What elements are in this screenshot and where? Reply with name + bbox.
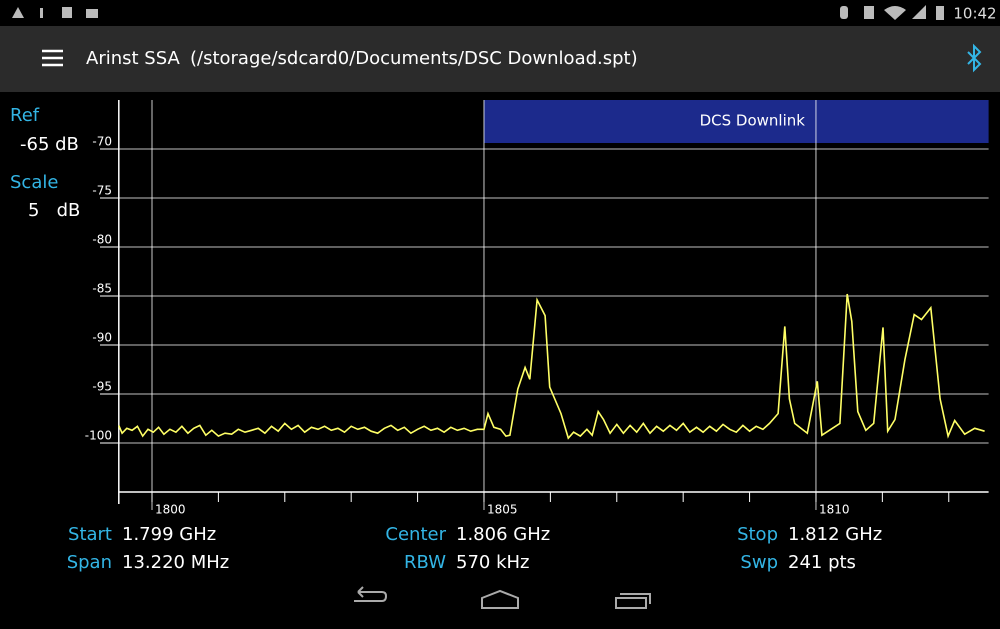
x-tick-label: 1805 [487,503,518,517]
band [483,100,989,143]
footer-label: Swp [740,552,778,573]
footer-value: 241 pts [788,552,856,573]
file-path: (/storage/sdcard0/Documents/DSC Download… [190,48,638,69]
footer-label: Start [68,524,112,545]
y-tick-label: -70 [92,135,112,149]
footer-label: Center [385,524,446,545]
footer-label: Span [67,552,112,573]
app-title: Arinst SSA [86,48,180,69]
nav-bar [354,586,651,609]
home-button[interactable] [481,589,519,609]
y-tick-label: -90 [92,331,112,345]
y-tick-label: -95 [92,380,112,394]
back-button[interactable] [354,586,388,602]
footer-label: Stop [737,524,778,545]
scale-value: 5 dB [28,200,80,221]
footer-value: 13.220 MHz [122,552,229,573]
ref-label: Ref [10,105,40,126]
footer-value: 570 kHz [456,552,530,573]
status-icons [12,5,944,20]
y-tick-label: -100 [85,429,112,443]
band-label: DCS Downlink [700,112,806,130]
app-bar [0,26,1000,92]
x-tick-label: 1810 [819,503,850,517]
scale-label: Scale [10,172,58,193]
clock: 10:42 [953,5,996,23]
y-tick-label: -80 [92,233,112,247]
menu-button[interactable] [42,49,63,67]
bluetooth-button[interactable] [967,43,982,73]
footer-value: 1.812 GHz [788,524,882,545]
y-tick-label: -85 [92,282,112,296]
recents-button[interactable] [615,593,651,609]
trace [118,293,985,440]
ref-value: -65 dB [20,134,79,155]
footer-label: RBW [404,552,446,573]
y-tick-label: -75 [92,184,112,198]
footer-value: 1.806 GHz [456,524,550,545]
x-tick-label: 1800 [155,503,186,517]
footer-value: 1.799 GHz [122,524,216,545]
status-bar [0,0,1000,26]
